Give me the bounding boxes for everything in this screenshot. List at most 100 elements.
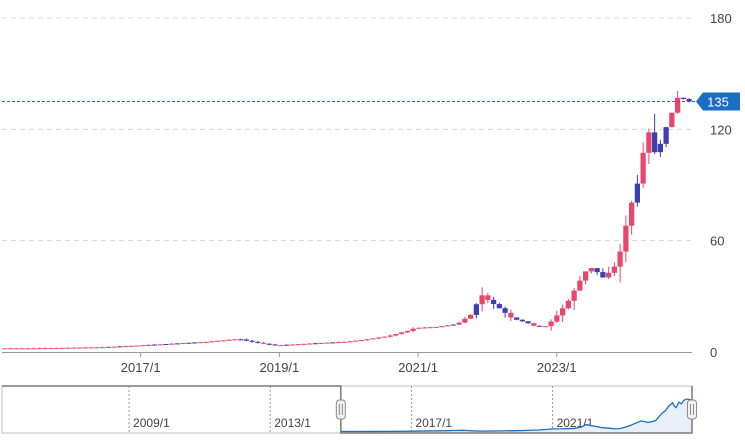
candle (410, 327, 416, 333)
candle (439, 325, 445, 328)
candle (82, 347, 88, 349)
candle (128, 345, 134, 347)
candle-body (353, 340, 359, 342)
candle (456, 321, 462, 325)
candle (445, 324, 451, 327)
candle-body (140, 345, 146, 347)
x-tick-label: 2023/1 (537, 360, 577, 375)
candle (203, 341, 209, 343)
candle (31, 347, 37, 350)
current-price-line: 135 (2, 92, 740, 111)
navigator-line (340, 398, 693, 433)
candle (537, 325, 543, 327)
candle (611, 262, 617, 277)
candle-body (284, 344, 290, 346)
candle-body (226, 339, 232, 341)
candle (358, 339, 364, 342)
candle (295, 344, 301, 346)
candle-body (163, 344, 169, 346)
candle-body (410, 328, 416, 331)
price-badge (696, 92, 740, 111)
candle (117, 346, 123, 348)
candle (565, 298, 571, 310)
handle-grip[interactable] (687, 399, 697, 420)
candle (496, 302, 502, 309)
candle-body (485, 295, 491, 300)
navigator-tick-label: 2013/1 (274, 416, 311, 430)
candle (59, 347, 65, 349)
candle-body (634, 183, 640, 203)
candle-body (255, 341, 261, 343)
candle-body (554, 315, 560, 322)
candle (140, 344, 146, 347)
candle (479, 287, 485, 312)
navigator-tick-label: 2009/1 (133, 416, 170, 430)
candle (180, 342, 186, 345)
candle-body (220, 340, 226, 342)
candle (307, 343, 313, 345)
candle-body (376, 337, 382, 339)
handle-grip[interactable] (335, 399, 346, 420)
candle-body (249, 340, 255, 342)
candle-body (94, 347, 100, 349)
candle-body (502, 308, 508, 313)
candle-body (134, 345, 140, 347)
candle (36, 347, 42, 350)
price-badge-label: 135 (707, 95, 729, 110)
candle-body (192, 342, 198, 344)
x-tick-label: 2019/1 (260, 360, 300, 375)
candle (192, 342, 198, 344)
navigator-right-handle[interactable] (687, 399, 697, 420)
candle (542, 325, 548, 328)
candle-body (404, 330, 410, 333)
candle-body (186, 342, 192, 344)
candle (399, 331, 405, 335)
navigator-left-handle[interactable] (335, 399, 346, 420)
candle-body (324, 342, 330, 344)
candle-body (473, 304, 479, 315)
candle-body (180, 343, 186, 345)
candle-body (88, 347, 94, 349)
candle (186, 342, 192, 344)
candle-body (646, 132, 652, 153)
candle (335, 341, 341, 344)
candle (433, 326, 439, 328)
candle (163, 343, 169, 346)
candle-body (8, 348, 14, 350)
candle-body (496, 304, 502, 309)
candle (266, 343, 272, 346)
candle (485, 292, 491, 304)
candle (531, 322, 537, 327)
candle-body (19, 348, 25, 350)
candle (65, 347, 71, 349)
candle-body (657, 143, 663, 153)
candle (583, 271, 589, 285)
y-tick-label: 60 (710, 234, 724, 249)
candle-body (364, 339, 370, 341)
candle (347, 340, 353, 343)
candle-body (289, 344, 295, 346)
candle (8, 348, 14, 350)
navigator-tick-label: 2017/1 (415, 416, 452, 430)
candle-body (652, 132, 658, 153)
candle-body (583, 271, 589, 281)
candle-body (42, 348, 48, 350)
candle-body (565, 300, 571, 309)
candle-body (266, 343, 272, 345)
candle-body (416, 327, 422, 329)
candle (473, 303, 479, 319)
candle-body (261, 342, 267, 344)
candle (324, 342, 330, 344)
candle (238, 338, 244, 341)
candle-body (600, 272, 606, 278)
candle-body (13, 348, 19, 350)
candle-body (2, 348, 8, 350)
candle (42, 347, 48, 350)
candle-body (347, 341, 353, 343)
candle-body (174, 343, 180, 345)
navigator[interactable]: 2009/1 2013/1 2017/1 2021/1 (1, 385, 697, 434)
candle-body (577, 280, 583, 291)
candle (232, 339, 238, 341)
candle-body (617, 251, 623, 267)
candle-body (65, 347, 71, 349)
